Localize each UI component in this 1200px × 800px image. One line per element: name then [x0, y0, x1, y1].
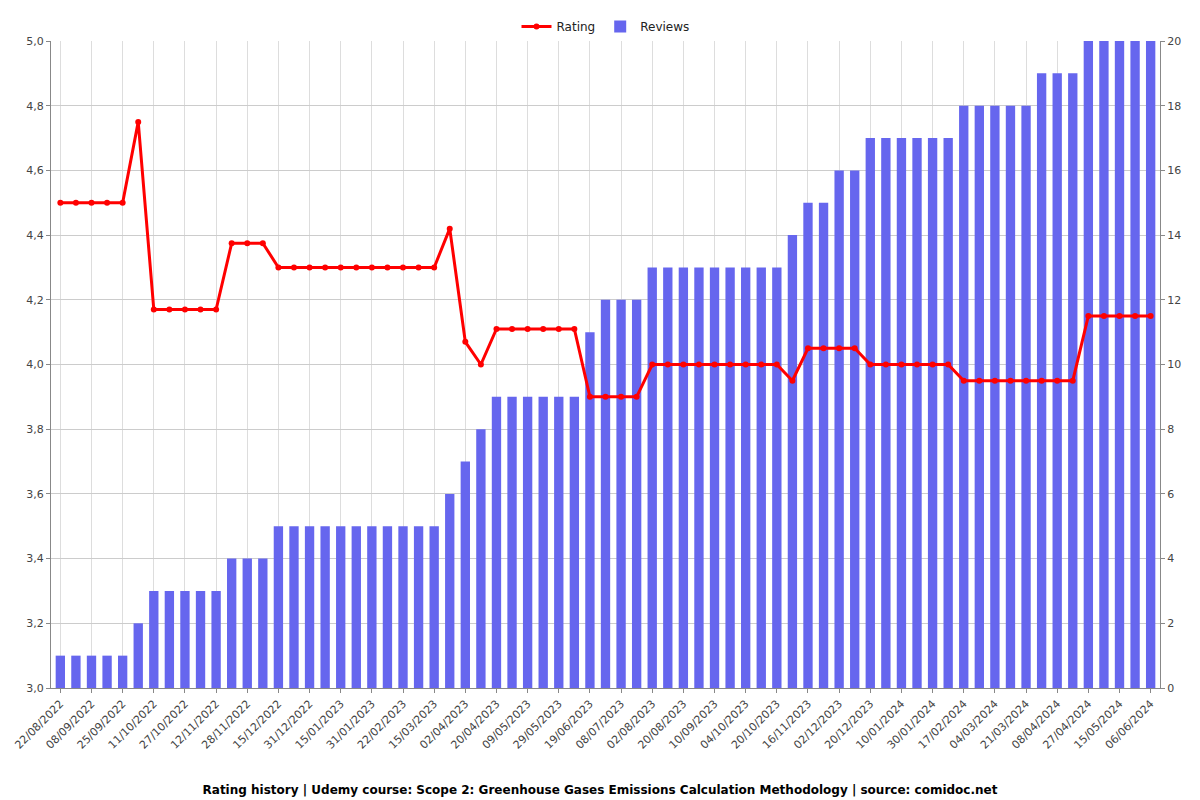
svg-text:3,2: 3,2 — [26, 617, 44, 630]
svg-text:02/04/2023: 02/04/2023 — [417, 698, 471, 752]
svg-text:4,4: 4,4 — [26, 229, 44, 242]
svg-text:08/04/2024: 08/04/2024 — [1009, 698, 1063, 752]
svg-text:2: 2 — [1167, 617, 1174, 630]
svg-text:22/08/2022: 22/08/2022 — [12, 698, 66, 752]
svg-text:15/12/2022: 15/12/2022 — [230, 698, 284, 752]
svg-text:20/08/2023: 20/08/2023 — [635, 698, 689, 752]
svg-text:4,0: 4,0 — [26, 358, 44, 371]
svg-text:19/06/2023: 19/06/2023 — [542, 698, 596, 752]
svg-text:02/12/2023: 02/12/2023 — [791, 698, 845, 752]
svg-text:12/11/2022: 12/11/2022 — [168, 698, 222, 752]
svg-text:29/05/2023: 29/05/2023 — [511, 698, 565, 752]
svg-text:20/10/2023: 20/10/2023 — [729, 698, 783, 752]
svg-text:Rating: Rating — [557, 20, 596, 34]
svg-text:02/08/2023: 02/08/2023 — [604, 698, 658, 752]
svg-text:10/01/2024: 10/01/2024 — [853, 698, 907, 752]
svg-text:18: 18 — [1167, 100, 1181, 113]
svg-text:20/12/2023: 20/12/2023 — [822, 698, 876, 752]
svg-text:3,8: 3,8 — [26, 423, 44, 436]
svg-text:27/10/2022: 27/10/2022 — [137, 698, 191, 752]
svg-text:10: 10 — [1167, 358, 1181, 371]
svg-text:14: 14 — [1167, 229, 1181, 242]
svg-text:22/02/2023: 22/02/2023 — [355, 698, 409, 752]
svg-text:06/06/2024: 06/06/2024 — [1103, 698, 1157, 752]
svg-text:21/03/2024: 21/03/2024 — [978, 698, 1032, 752]
svg-text:04/03/2024: 04/03/2024 — [947, 698, 1001, 752]
svg-text:3,6: 3,6 — [26, 488, 44, 501]
svg-text:Reviews: Reviews — [640, 20, 689, 34]
svg-text:27/04/2024: 27/04/2024 — [1040, 698, 1094, 752]
svg-text:5,0: 5,0 — [26, 35, 44, 48]
svg-text:16/11/2023: 16/11/2023 — [760, 698, 814, 752]
svg-text:20/04/2023: 20/04/2023 — [448, 698, 502, 752]
svg-text:28/11/2022: 28/11/2022 — [199, 698, 253, 752]
svg-text:15/01/2023: 15/01/2023 — [293, 698, 347, 752]
svg-text:08/07/2023: 08/07/2023 — [573, 698, 627, 752]
svg-text:16: 16 — [1167, 164, 1181, 177]
svg-text:Rating history | Udemy course:: Rating history | Udemy course: Scope 2: … — [203, 783, 998, 797]
svg-text:20: 20 — [1167, 35, 1181, 48]
svg-text:08/09/2022: 08/09/2022 — [43, 698, 97, 752]
svg-text:30/01/2024: 30/01/2024 — [885, 698, 939, 752]
svg-text:15/03/2023: 15/03/2023 — [386, 698, 440, 752]
svg-text:17/02/2024: 17/02/2024 — [916, 698, 970, 752]
svg-text:15/05/2024: 15/05/2024 — [1071, 698, 1125, 752]
svg-text:11/10/2022: 11/10/2022 — [106, 698, 160, 752]
svg-text:31/12/2022: 31/12/2022 — [262, 698, 316, 752]
svg-text:3,4: 3,4 — [26, 552, 44, 565]
svg-text:4,8: 4,8 — [26, 100, 44, 113]
svg-text:31/01/2023: 31/01/2023 — [324, 698, 378, 752]
svg-text:4,2: 4,2 — [26, 294, 44, 307]
svg-text:8: 8 — [1167, 423, 1174, 436]
svg-text:04/10/2023: 04/10/2023 — [698, 698, 752, 752]
svg-text:25/09/2022: 25/09/2022 — [75, 698, 129, 752]
svg-text:6: 6 — [1167, 488, 1174, 501]
svg-text:09/05/2023: 09/05/2023 — [480, 698, 534, 752]
svg-text:12: 12 — [1167, 294, 1181, 307]
svg-text:4,6: 4,6 — [26, 164, 44, 177]
svg-text:3,0: 3,0 — [26, 682, 44, 695]
svg-text:0: 0 — [1167, 682, 1174, 695]
svg-text:10/09/2023: 10/09/2023 — [667, 698, 721, 752]
svg-text:4: 4 — [1167, 552, 1174, 565]
